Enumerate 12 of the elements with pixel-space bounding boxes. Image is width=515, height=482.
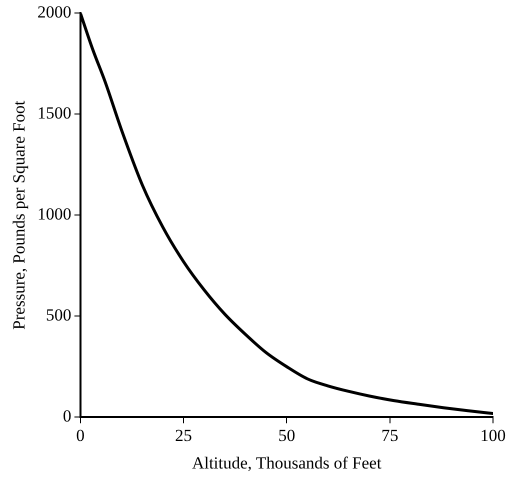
y-tick-label: 500 [46, 306, 72, 325]
x-tick-label: 100 [480, 426, 506, 445]
y-tick-label: 1500 [37, 104, 72, 123]
x-tick-label: 75 [381, 426, 398, 445]
x-tick-label: 25 [175, 426, 192, 445]
x-tick-label: 0 [76, 426, 85, 445]
x-tick-label: 50 [278, 426, 296, 445]
y-tick-label: 2000 [37, 2, 72, 22]
y-tick-label: 1000 [37, 204, 72, 224]
y-axis-title: Pressure, Pounds per Square Foot [10, 100, 29, 330]
y-tick-label: 0 [62, 406, 72, 426]
x-axis-title: Altitude, Thousands of Feet [192, 453, 382, 472]
